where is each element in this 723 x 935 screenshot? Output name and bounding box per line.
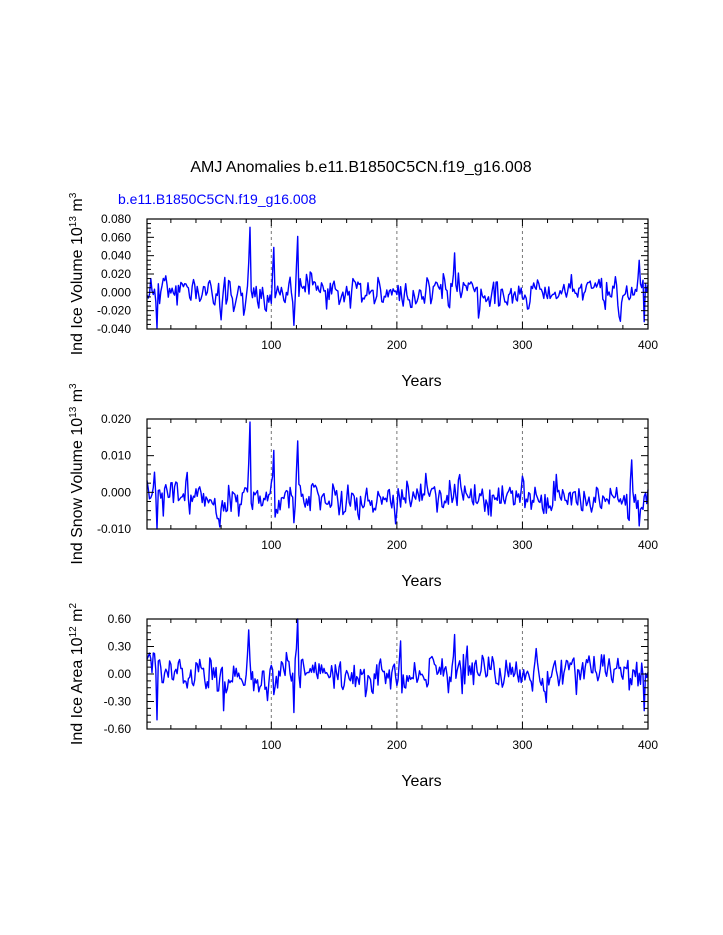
y-tick-label: -0.010	[97, 522, 131, 536]
series-subtitle: b.e11.B1850C5CN.f19_g16.008	[118, 191, 316, 207]
x-tick-label: 400	[638, 538, 658, 552]
y-axis-title-unit: m	[69, 609, 86, 627]
plot-frame	[146, 418, 649, 530]
data-series-line	[146, 226, 649, 329]
chart-snow-volume: 100 200 300 400 -0.010 0.000 0.010 0.020 Years In…	[68, 383, 658, 590]
y-tick-label: 0.080	[101, 212, 131, 226]
y-tick-label: -0.60	[104, 722, 132, 736]
y-tick-label: 0.040	[101, 249, 131, 263]
y-tick-label: 0.000	[101, 285, 131, 299]
chart-ice-volume: 100 200 300 400 -0.040 -0.020 0.000 0.020 0.040 0…	[68, 192, 658, 390]
x-tick-label: 200	[387, 538, 407, 552]
y-tick-label: 0.020	[101, 267, 131, 281]
x-tick-label: 400	[638, 338, 658, 352]
y-axis-title-main: Ind Snow Volume 10	[69, 418, 86, 565]
y-tick-label: 0.060	[101, 230, 131, 244]
x-tick-label: 100	[261, 738, 281, 752]
y-axis-title-sup: 13	[68, 406, 79, 418]
y-tick-label: 0.30	[108, 640, 132, 654]
y-axis-title: Ind Snow Volume 1013 m3	[68, 383, 86, 565]
y-axis-title-unit: m	[69, 389, 86, 407]
y-axis-title-unit-sup: 3	[68, 192, 79, 198]
y-tick-label: -0.30	[104, 695, 132, 709]
y-axis-title: Ind Ice Volume 1013 m3	[68, 192, 86, 355]
x-tick-label: 300	[512, 338, 532, 352]
x-tick-label: 100	[261, 338, 281, 352]
x-axis-title: Years	[401, 373, 441, 390]
chart-panels: 100 200 300 400 -0.040 -0.020 0.000 0.020 0.040 0…	[68, 192, 658, 790]
y-tick-label: 0.020	[101, 412, 131, 426]
chart-ice-area: 100 200 300 400 -0.60 -0.30 0.00 0.30 0.60 Years I…	[68, 603, 658, 790]
y-tick-label: 0.010	[101, 449, 131, 463]
y-axis-title: Ind Ice Area 1012 m2	[68, 603, 86, 746]
y-tick-label: 0.000	[101, 485, 131, 499]
x-tick-label: 400	[638, 738, 658, 752]
y-axis-title-unit: m	[69, 198, 86, 216]
y-axis-title-sup: 13	[68, 216, 79, 228]
x-tick-label: 300	[512, 738, 532, 752]
y-axis-title-main: Ind Ice Area 10	[69, 637, 86, 745]
y-axis-title-sup: 12	[68, 626, 79, 638]
data-series-line	[146, 421, 649, 530]
data-series-line	[146, 618, 649, 721]
x-axis-title: Years	[401, 573, 441, 590]
y-axis-title-main: Ind Ice Volume 10	[69, 227, 86, 355]
x-tick-label: 100	[261, 538, 281, 552]
x-axis-title: Years	[401, 773, 441, 790]
y-tick-label: -0.040	[97, 322, 131, 336]
y-tick-label: 0.60	[108, 612, 132, 626]
x-tick-label: 200	[387, 738, 407, 752]
y-tick-label: -0.020	[97, 304, 131, 318]
y-axis-title-unit-sup: 3	[68, 383, 79, 389]
y-axis-title-unit-sup: 2	[68, 603, 79, 609]
x-tick-label: 200	[387, 338, 407, 352]
x-tick-label: 300	[512, 538, 532, 552]
y-tick-label: 0.00	[108, 667, 132, 681]
figure-title: AMJ Anomalies b.e11.B1850C5CN.f19_g16.00…	[190, 159, 531, 176]
